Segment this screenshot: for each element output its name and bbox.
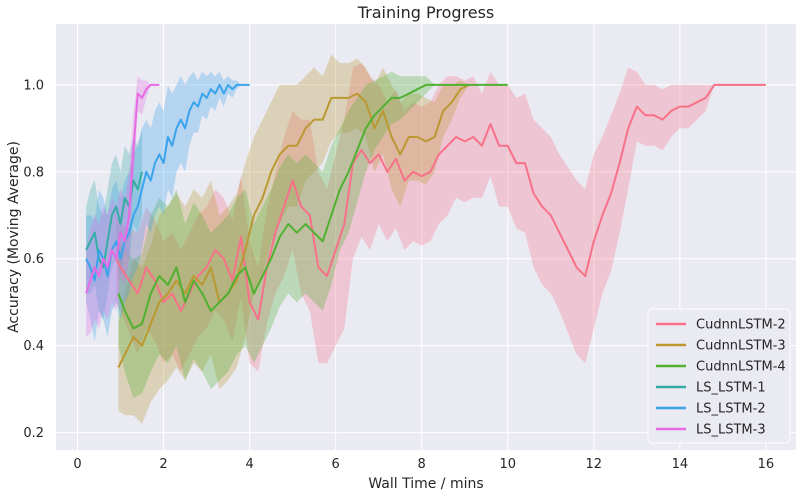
legend-label: CudnnLSTM-2 [696, 318, 786, 333]
legend-label: LS_LSTM-1 [696, 381, 766, 396]
y-axis-label: Accuracy (Moving Average) [6, 141, 22, 333]
y-tick-label: 0.4 [23, 339, 44, 354]
legend-label: LS_LSTM-3 [696, 423, 766, 438]
y-tick-label: 0.2 [23, 426, 44, 441]
x-tick-label: 4 [245, 457, 253, 472]
y-tick-label: 1.0 [23, 78, 44, 93]
x-tick-label: 0 [73, 457, 81, 472]
y-tick-labels: 0.2 0.4 0.6 0.8 1.0 [23, 78, 44, 441]
series-band-CudnnLSTM-3 [118, 54, 470, 424]
series-line-CudnnLSTM-3 [117, 84, 470, 368]
y-tick-label: 0.6 [23, 252, 44, 267]
x-tick-labels: 0 2 4 6 8 10 12 14 16 [73, 457, 774, 472]
x-tick-label: 2 [159, 457, 167, 472]
chart-title: Training Progress [357, 3, 495, 22]
series-line-LS_LSTM-2 [85, 83, 250, 282]
legend-label: CudnnLSTM-4 [696, 360, 786, 375]
x-tick-label: 10 [499, 457, 516, 472]
legend-box [647, 308, 791, 444]
x-tick-label: 8 [418, 457, 426, 472]
series-line-LS_LSTM-3 [85, 83, 160, 294]
y-tick-label: 0.8 [23, 165, 44, 180]
series-band-LS_LSTM-2 [86, 71, 250, 342]
x-tick-label: 12 [586, 457, 603, 472]
x-axis-label: Wall Time / mins [368, 476, 483, 492]
series-line-CudnnLSTM-4 [117, 83, 508, 330]
legend-label: LS_LSTM-2 [696, 402, 766, 417]
legend-label: CudnnLSTM-3 [696, 339, 786, 354]
x-tick-label: 14 [672, 457, 689, 472]
x-tick-label: 6 [332, 457, 340, 472]
series-lines [85, 83, 766, 368]
series-band-CudnnLSTM-2 [116, 63, 766, 372]
x-tick-label: 16 [758, 457, 775, 472]
series-line-LS_LSTM-1 [85, 171, 143, 269]
legend: CudnnLSTM-2 CudnnLSTM-3 CudnnLSTM-4 LS_LSTM… [647, 308, 791, 444]
series-line-CudnnLSTM-2 [115, 83, 766, 321]
